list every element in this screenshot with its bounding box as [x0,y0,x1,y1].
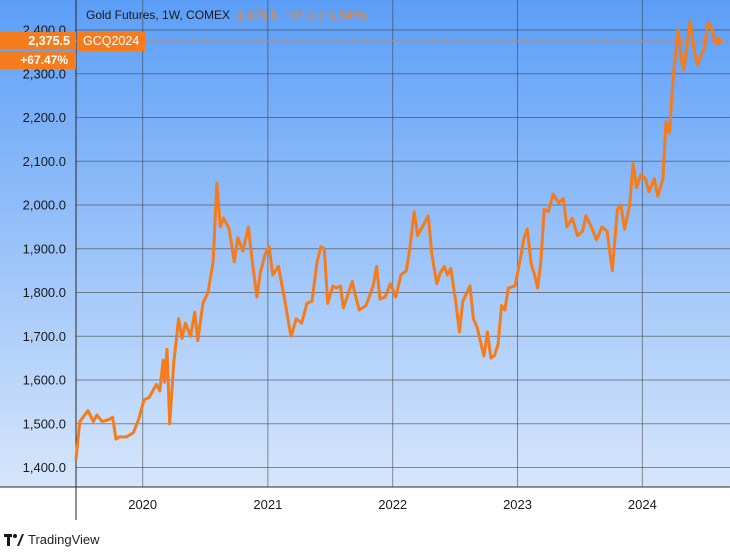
tradingview-name: TradingView [28,532,100,547]
x-axis: 2020 2021 2022 2023 2024 [128,497,657,512]
grid [0,0,730,520]
last-price-text: 2,375.5 [237,8,278,22]
tradingview-brand[interactable]: TradingView [4,532,100,547]
percent-change-tag: +67.47% [0,51,76,69]
x-tick-label: 2020 [128,497,157,512]
x-tick-label: 2022 [378,497,407,512]
y-tick-label: 1,400.0 [23,460,66,475]
y-tick-label: 2,000.0 [23,198,66,213]
instrument-title: Gold Futures, 1W, COMEX [86,8,231,22]
last-price-tag: 2,375.5 [0,32,76,50]
y-tick-label: 2,100.0 [23,154,66,169]
x-tick-label: 2024 [628,497,657,512]
last-point-marker [713,36,722,45]
y-tick-label: 1,700.0 [23,329,66,344]
y-tick-label: 1,900.0 [23,241,66,256]
y-tick-label: 1,500.0 [23,416,66,431]
plot-background [0,0,730,487]
y-axis: 1,400.0 1,500.0 1,600.0 1,700.0 1,800.0 1,900… [23,23,66,476]
change-text: −37.3 (−1.54%) [284,8,368,22]
y-tick-label: 1,800.0 [23,285,66,300]
x-tick-label: 2023 [503,497,532,512]
y-tick-label: 1,600.0 [23,373,66,388]
chart-header: Gold Futures, 1W, COMEX 2,375.5 −37.3 (−… [86,8,372,22]
series-line-gold [74,19,720,461]
x-tick-label: 2021 [253,497,282,512]
y-tick-label: 2,200.0 [23,110,66,125]
tradingview-logo-icon [4,533,24,546]
y-tick-label: 2,300.0 [23,66,66,81]
symbol-tag[interactable]: GCQ2024 [77,32,146,51]
